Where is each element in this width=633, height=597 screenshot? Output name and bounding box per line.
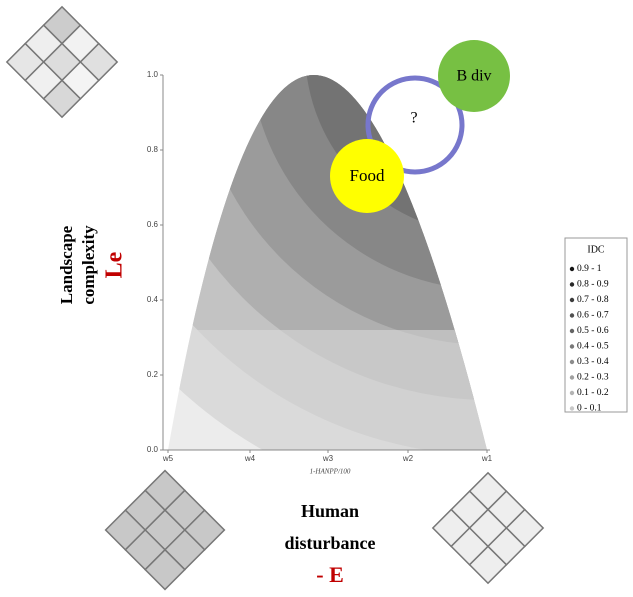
food-circle bbox=[330, 139, 404, 213]
x-symbol: - E bbox=[316, 562, 344, 587]
axes bbox=[160, 74, 490, 453]
y-tick-label: 0.6 bbox=[147, 220, 159, 229]
legend-box bbox=[564, 237, 628, 413]
legend-label: 0.6 - 0.7 bbox=[577, 311, 609, 321]
legend-label: 0.7 - 0.8 bbox=[577, 295, 609, 305]
tile bbox=[42, 79, 82, 119]
legend-dot bbox=[569, 406, 575, 411]
x-axis-label: 1-HANPP/100 bbox=[310, 468, 351, 476]
question-mark: ? bbox=[410, 110, 417, 127]
legend-label: 0 - 0.1 bbox=[577, 404, 602, 414]
landscape-icon bbox=[104, 469, 226, 591]
legend-dot bbox=[569, 282, 575, 287]
landscape-icon bbox=[5, 5, 119, 119]
x-tick-label: w2 bbox=[402, 454, 414, 463]
legend: 0.9 - 1 0.8 - 0.9 0.7 - 0.8 0.6 - 0.7 0.5 - … bbox=[569, 264, 609, 414]
scatter-fade bbox=[168, 330, 487, 450]
y-tick-label: 0.4 bbox=[147, 295, 159, 304]
y-symbol: Le bbox=[102, 251, 128, 278]
legend-dot bbox=[569, 297, 575, 303]
biodiversity-circle bbox=[438, 40, 510, 112]
landscape-icons bbox=[5, 5, 545, 591]
legend-label: 0.5 - 0.6 bbox=[577, 326, 609, 336]
tile bbox=[468, 545, 508, 585]
legend-label: 0.9 - 1 bbox=[577, 264, 602, 274]
x-tick-label: w5 bbox=[162, 454, 174, 463]
overlap-ring bbox=[365, 75, 465, 175]
tile bbox=[144, 548, 186, 591]
legend-dot bbox=[569, 266, 575, 272]
legend-title: IDC bbox=[587, 244, 605, 255]
y-tick-label: 1.0 bbox=[147, 70, 159, 79]
y-tick-label: 0.2 bbox=[147, 370, 159, 379]
x-title: disturbance bbox=[284, 533, 375, 553]
food-label: Food bbox=[350, 166, 385, 185]
x-tick-label: w1 bbox=[481, 454, 493, 463]
x-tick-label: w4 bbox=[244, 454, 256, 463]
legend-label: 0.8 - 0.9 bbox=[577, 280, 609, 290]
y-title: Landscape bbox=[57, 225, 76, 304]
x-tick-label: w3 bbox=[322, 454, 334, 463]
legend-label: 0.1 - 0.2 bbox=[577, 388, 609, 398]
legend-label: 0.4 - 0.5 bbox=[577, 342, 609, 352]
landscape-icon bbox=[431, 471, 545, 585]
biodiversity-label: B div bbox=[456, 68, 491, 85]
legend-label: 0.2 - 0.3 bbox=[577, 373, 609, 383]
y-tick-label: 0.0 bbox=[147, 445, 159, 454]
legend-dot bbox=[569, 390, 575, 396]
y-title: complexity bbox=[79, 225, 98, 305]
legend-dot bbox=[569, 313, 575, 318]
legend-dot bbox=[569, 328, 575, 334]
x-title: Human bbox=[301, 501, 359, 521]
legend-dot bbox=[569, 359, 575, 365]
y-tick-label: 0.8 bbox=[147, 145, 159, 154]
legend-dot bbox=[569, 344, 575, 349]
legend-label: 0.3 - 0.4 bbox=[577, 357, 609, 367]
legend-dot bbox=[569, 375, 575, 380]
